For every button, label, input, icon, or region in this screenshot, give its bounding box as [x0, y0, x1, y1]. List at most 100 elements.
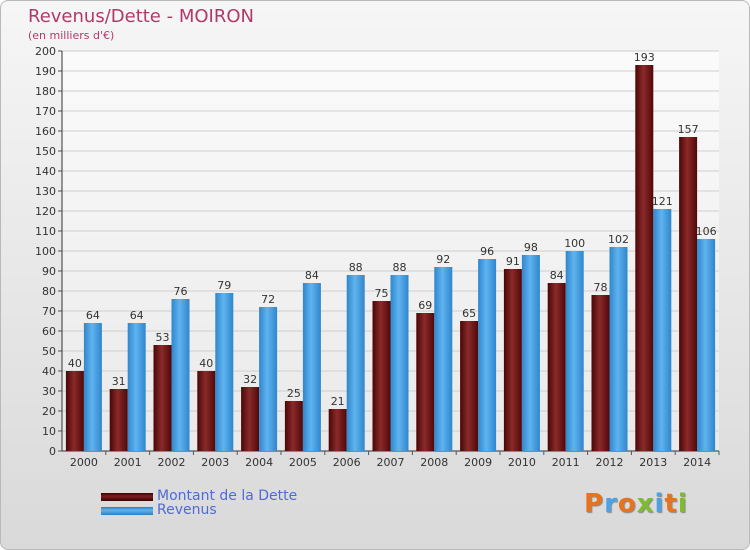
x-tick-label: 2013	[639, 456, 667, 469]
logo-letter: t	[664, 489, 678, 519]
bar-revenue	[434, 267, 453, 451]
bar-revenue	[521, 255, 540, 451]
y-tick-label: 170	[35, 105, 56, 118]
bar-debt	[328, 409, 347, 451]
legend-swatch-debt	[101, 493, 153, 501]
data-label: 79	[217, 279, 231, 292]
x-tick-label: 2010	[508, 456, 536, 469]
data-label: 64	[86, 309, 100, 322]
data-label: 32	[243, 373, 257, 386]
y-tick-label: 190	[35, 65, 56, 78]
bar-debt	[197, 371, 216, 451]
bar-revenue	[478, 259, 497, 451]
bar-debt	[503, 269, 522, 451]
x-tick-label: 2009	[464, 456, 492, 469]
data-label: 40	[199, 357, 213, 370]
legend-label-revenue: Revenus	[157, 502, 217, 518]
logo-letter: i	[654, 489, 665, 519]
data-label: 40	[68, 357, 82, 370]
legend-swatch-revenue	[101, 507, 153, 515]
data-label: 84	[550, 269, 564, 282]
data-label: 75	[375, 287, 389, 300]
y-tick-label: 50	[42, 345, 56, 358]
x-tick-label: 2012	[596, 456, 624, 469]
x-tick-label: 2001	[114, 456, 142, 469]
data-label: 98	[524, 241, 538, 254]
data-label: 121	[652, 195, 673, 208]
y-tick-label: 80	[42, 285, 56, 298]
y-tick-label: 60	[42, 325, 56, 338]
logo-letter: o	[617, 489, 637, 519]
data-label: 69	[418, 299, 432, 312]
x-tick-label: 2011	[552, 456, 580, 469]
logo-letter: P	[584, 489, 605, 519]
data-label: 157	[678, 123, 699, 136]
y-tick-label: 0	[49, 445, 56, 458]
bar-debt	[153, 345, 172, 451]
y-tick-label: 150	[35, 145, 56, 158]
bar-debt	[460, 321, 479, 451]
y-tick-label: 90	[42, 265, 56, 278]
x-tick-label: 2008	[420, 456, 448, 469]
x-tick-label: 2000	[70, 456, 98, 469]
data-label: 21	[331, 395, 345, 408]
data-label: 106	[696, 225, 717, 238]
bar-debt	[65, 371, 84, 451]
data-label: 96	[480, 245, 494, 258]
data-label: 25	[287, 387, 301, 400]
bar-revenue	[171, 299, 190, 451]
y-tick-label: 10	[42, 425, 56, 438]
chart-title: Revenus/Dette - MOIRON	[28, 6, 254, 27]
legend-label-debt: Montant de la Dette	[157, 488, 298, 504]
data-label: 102	[608, 233, 629, 246]
x-tick-label: 2014	[683, 456, 711, 469]
bar-revenue	[259, 307, 278, 451]
bar-revenue	[302, 283, 321, 451]
y-tick-label: 20	[42, 405, 56, 418]
bar-revenue	[609, 247, 628, 451]
x-tick-label: 2005	[289, 456, 317, 469]
bar-debt	[547, 283, 566, 451]
y-tick-label: 110	[35, 225, 56, 238]
bar-debt	[284, 401, 303, 451]
bar-revenue	[83, 323, 102, 451]
data-label: 31	[112, 375, 126, 388]
x-tick-label: 2002	[158, 456, 186, 469]
logo-letter: r	[604, 489, 618, 519]
bar-revenue	[697, 239, 716, 451]
y-tick-label: 70	[42, 305, 56, 318]
data-label: 88	[393, 261, 407, 274]
y-tick-label: 160	[35, 125, 56, 138]
y-tick-label: 140	[35, 165, 56, 178]
logo-letter: i	[677, 489, 688, 519]
bar-debt	[679, 137, 698, 451]
y-tick-label: 180	[35, 85, 56, 98]
x-tick-label: 2004	[245, 456, 273, 469]
x-tick-label: 2003	[201, 456, 229, 469]
bar-revenue	[346, 275, 365, 451]
data-label: 193	[634, 51, 655, 64]
bar-revenue	[653, 209, 672, 451]
data-label: 64	[130, 309, 144, 322]
x-tick-label: 2007	[377, 456, 405, 469]
y-tick-label: 200	[35, 45, 56, 58]
y-tick-label: 100	[35, 245, 56, 258]
bar-debt	[109, 389, 128, 451]
data-label: 88	[349, 261, 363, 274]
bar-debt	[591, 295, 610, 451]
logo-letter: x	[636, 489, 655, 519]
data-label: 65	[462, 307, 476, 320]
bar-revenue	[127, 323, 146, 451]
data-label: 76	[174, 285, 188, 298]
data-label: 72	[261, 293, 275, 306]
y-tick-label: 120	[35, 205, 56, 218]
bar-debt	[241, 387, 260, 451]
data-label: 78	[594, 281, 608, 294]
data-label: 91	[506, 255, 520, 268]
data-label: 92	[436, 253, 450, 266]
data-label: 84	[305, 269, 319, 282]
bar-debt	[416, 313, 435, 451]
data-label: 100	[564, 237, 585, 250]
y-tick-label: 130	[35, 185, 56, 198]
